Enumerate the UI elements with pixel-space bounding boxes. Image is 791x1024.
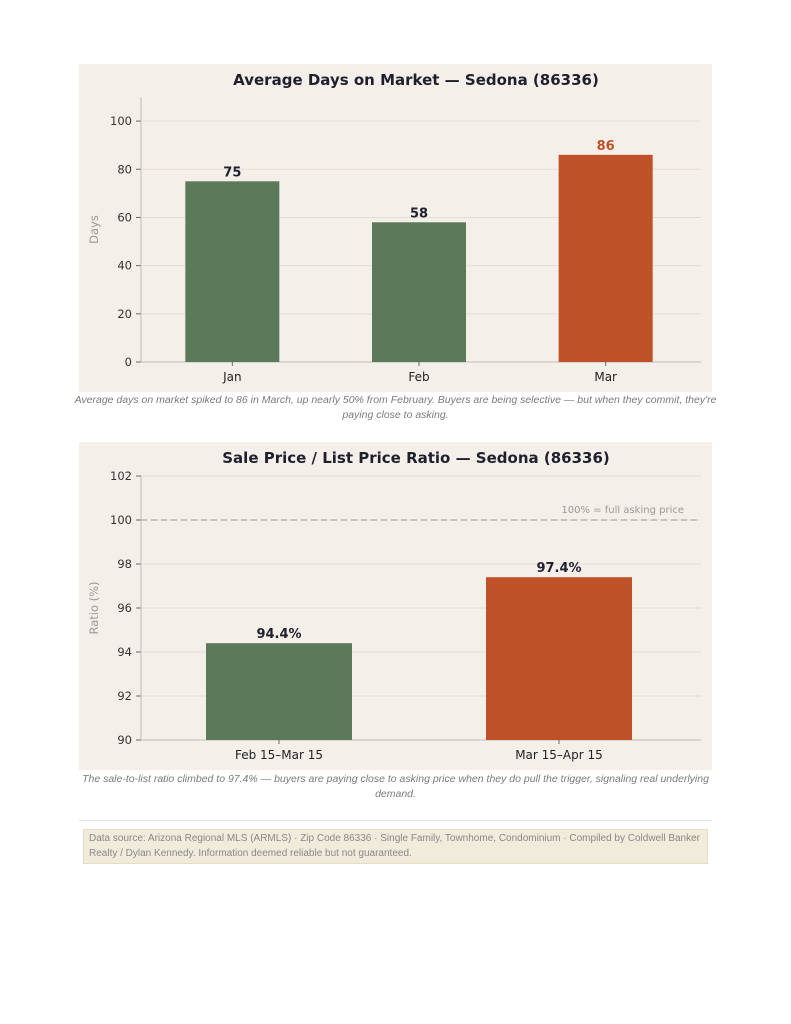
chart-title: Average Days on Market — Sedona (86336) (233, 71, 599, 89)
days-on-market-chart: Average Days on Market — Sedona (86336) 0… (79, 64, 712, 392)
data-source-footer: Data source: Arizona Regional MLS (ARMLS… (83, 829, 708, 864)
y-tick-label-92: 92 (117, 689, 132, 703)
bar-mar (558, 154, 653, 362)
y-tick-label-60: 60 (117, 210, 132, 224)
data-label-mar-15-apr-15: 97.4% (536, 561, 581, 576)
bar-mar-15-apr-15 (486, 577, 632, 740)
sale-list-ratio-svg: Sale Price / List Price Ratio — Sedona (… (87, 449, 701, 762)
footer-divider (79, 820, 712, 821)
y-tick-label-100: 100 (110, 114, 132, 128)
chart-title: Sale Price / List Price Ratio — Sedona (… (222, 449, 610, 467)
x-tick-label-feb-15-mar-15: Feb 15–Mar 15 (235, 748, 323, 762)
bar-feb-15-mar-15 (206, 643, 352, 740)
y-tick-label-0: 0 (125, 355, 132, 369)
y-axis-label: Ratio (%) (87, 581, 101, 634)
y-tick-label-80: 80 (117, 162, 132, 176)
data-label-jan: 75 (223, 165, 241, 180)
x-tick-label-mar: Mar (594, 370, 617, 384)
y-tick-label-96: 96 (117, 601, 132, 615)
data-label-mar: 86 (597, 139, 615, 154)
days-on-market-svg: Average Days on Market — Sedona (86336) 0… (87, 71, 701, 384)
x-tick-label-mar-15-apr-15: Mar 15–Apr 15 (515, 748, 603, 762)
y-tick-label-20: 20 (117, 307, 132, 321)
data-label-feb: 58 (410, 206, 428, 221)
y-tick-label-40: 40 (117, 259, 132, 273)
y-tick-label-90: 90 (117, 733, 132, 747)
bar-feb (372, 222, 466, 362)
reference-line-label: 100% = full asking price (561, 505, 684, 516)
y-tick-label-98: 98 (117, 557, 132, 571)
bar-jan (185, 181, 280, 362)
y-tick-label-100: 100 (110, 513, 132, 527)
days-on-market-caption: Average days on market spiked to 86 in M… (74, 394, 717, 421)
x-tick-label-jan: Jan (222, 370, 242, 384)
data-label-feb-15-mar-15: 94.4% (256, 627, 301, 642)
sale-list-ratio-caption: The sale-to-list ratio climbed to 97.4% … (82, 773, 709, 800)
sale-list-ratio-chart: Sale Price / List Price Ratio — Sedona (… (79, 442, 712, 770)
y-tick-label-94: 94 (117, 645, 132, 659)
x-tick-label-feb: Feb (408, 370, 429, 384)
y-axis-label: Days (87, 215, 101, 244)
y-tick-label-102: 102 (110, 469, 132, 483)
